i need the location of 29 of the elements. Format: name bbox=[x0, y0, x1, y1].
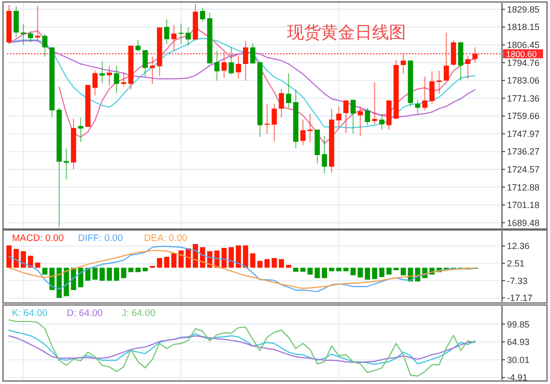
series-label: K: 64.00 bbox=[12, 308, 48, 319]
y-tick-label: -7.33 bbox=[507, 276, 528, 286]
series-label: DEA: 0.00 bbox=[144, 233, 188, 244]
text: J: 64.00 bbox=[122, 308, 156, 319]
y-tick-label: 1724.57 bbox=[507, 164, 540, 175]
y-tick-label: 12.36 bbox=[507, 241, 530, 252]
y-tick-label: 1771.36 bbox=[507, 93, 540, 104]
y-tick-label: 1818.15 bbox=[507, 22, 540, 32]
series-label: MACD: 0.00 bbox=[12, 233, 64, 244]
y-tick-label: 30.01 bbox=[507, 354, 530, 365]
y-tick-label: 1783.06 bbox=[507, 76, 540, 86]
text: 现货黄金日线图 bbox=[287, 23, 406, 42]
y-tick-label: 1689.48 bbox=[507, 218, 540, 228]
y-tick-label: 1736.27 bbox=[507, 146, 540, 157]
y-tick-label: -17.17 bbox=[507, 293, 533, 304]
y-tick-label: 1712.88 bbox=[507, 182, 540, 192]
y-tick-label: 1806.45 bbox=[507, 40, 540, 50]
y-tick-label: 1701.18 bbox=[507, 200, 540, 210]
y-tick-label: -4.91 bbox=[507, 372, 528, 383]
y-tick-label: 1829.85 bbox=[507, 4, 540, 14]
y-tick-label: 1794.76 bbox=[507, 58, 540, 68]
y-tick-label: 64.93 bbox=[507, 337, 530, 348]
y-tick-label: 99.85 bbox=[507, 319, 530, 330]
y-tick-label: 1747.97 bbox=[507, 128, 540, 139]
text: D: 64.00 bbox=[66, 308, 103, 319]
y-tick-label: 2.51 bbox=[507, 258, 525, 268]
ref-line-label: 1800.60 bbox=[506, 48, 537, 59]
y-tick-label: 1759.66 bbox=[507, 111, 540, 122]
series-label: DIFF: 0.00 bbox=[78, 233, 123, 244]
